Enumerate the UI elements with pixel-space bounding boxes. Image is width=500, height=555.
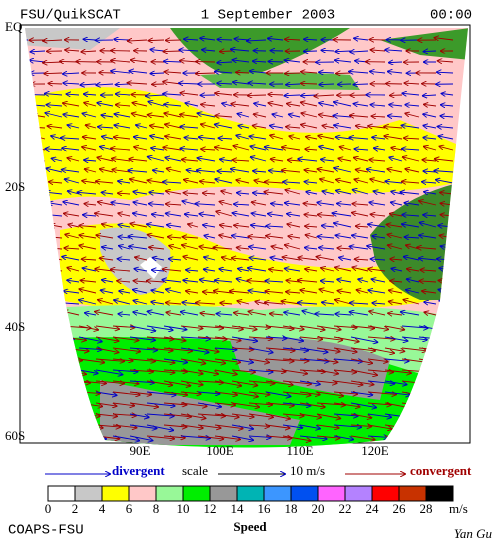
title-time: 00:00 bbox=[430, 8, 472, 24]
colorbar-tick: 20 bbox=[312, 501, 325, 516]
footer-left: COAPS-FSU bbox=[8, 523, 84, 539]
wind-vector bbox=[60, 61, 79, 62]
colorbar-tick: 22 bbox=[339, 501, 352, 516]
colorbar-swatch bbox=[102, 486, 129, 501]
colorbar-swatch bbox=[399, 486, 426, 501]
colorbar-tick: 8 bbox=[153, 501, 160, 516]
colorbar-tick: 28 bbox=[420, 501, 433, 516]
colorbar-title: Speed bbox=[233, 519, 267, 534]
wind-vector bbox=[149, 40, 164, 41]
lon-label: 100E bbox=[206, 443, 234, 458]
title-date: 1 September 2003 bbox=[201, 8, 335, 24]
lon-label: 110E bbox=[287, 443, 314, 458]
colorbar-tick: 26 bbox=[393, 501, 407, 516]
colorbar-tick: 10 bbox=[177, 501, 190, 516]
lat-label: 40S bbox=[5, 319, 25, 334]
colorbar-swatch bbox=[210, 486, 237, 501]
lon-label: 120E bbox=[361, 443, 389, 458]
lon-label: 90E bbox=[130, 443, 151, 458]
footer-right: Yan Gu bbox=[454, 526, 493, 541]
colorbar-swatch bbox=[426, 486, 453, 501]
scale-value: 10 m/s bbox=[290, 463, 325, 478]
wind-vector bbox=[220, 51, 232, 52]
colorbar-swatch bbox=[372, 486, 399, 501]
colorbar-swatch bbox=[129, 486, 156, 501]
wind-vector bbox=[285, 73, 300, 74]
colorbar-tick: 18 bbox=[285, 501, 298, 516]
wind-vector bbox=[48, 83, 62, 84]
wind-vector bbox=[150, 73, 164, 74]
colorbar-tick: 16 bbox=[258, 501, 272, 516]
colorbar-swatch bbox=[75, 486, 102, 501]
colorbar-swatch bbox=[345, 486, 372, 501]
wind-vector bbox=[196, 73, 215, 74]
colorbar-swatch bbox=[291, 486, 318, 501]
colorbar-tick: 4 bbox=[99, 501, 106, 516]
colorbar-tick: 12 bbox=[204, 501, 217, 516]
colorbar-swatch bbox=[156, 486, 183, 501]
wind-vector bbox=[424, 51, 436, 52]
wind-vector bbox=[248, 95, 266, 96]
wind-vector bbox=[269, 61, 283, 62]
colorbar-swatch bbox=[183, 486, 210, 501]
colorbar-swatch bbox=[318, 486, 345, 501]
title-left: FSU/QuikSCAT bbox=[20, 8, 121, 24]
colorbar-swatch bbox=[264, 486, 291, 501]
wind-vector bbox=[301, 83, 317, 84]
colorbar-swatch bbox=[237, 486, 264, 501]
lat-label: EQ bbox=[5, 19, 23, 34]
lat-label: 60S bbox=[5, 428, 25, 443]
colorbar-tick: 14 bbox=[231, 501, 245, 516]
colorbar-tick: 6 bbox=[126, 501, 133, 516]
wind-vector bbox=[217, 39, 232, 40]
wind-vector bbox=[336, 73, 351, 74]
colorbar-tick: 2 bbox=[72, 501, 79, 516]
scale-label: scale bbox=[182, 463, 208, 478]
wind-vector bbox=[353, 84, 368, 85]
wind-vector bbox=[236, 72, 249, 73]
lat-label: 20S bbox=[5, 179, 25, 194]
convergent-label: convergent bbox=[410, 463, 472, 478]
colorbar-tick: 24 bbox=[366, 501, 380, 516]
wind-vector bbox=[389, 62, 402, 63]
wind-vector bbox=[163, 51, 181, 52]
colorbar-unit: m/s bbox=[449, 501, 468, 516]
colorbar-tick: 0 bbox=[45, 501, 52, 516]
divergent-label: divergent bbox=[112, 463, 165, 478]
colorbar-swatch bbox=[48, 486, 75, 501]
